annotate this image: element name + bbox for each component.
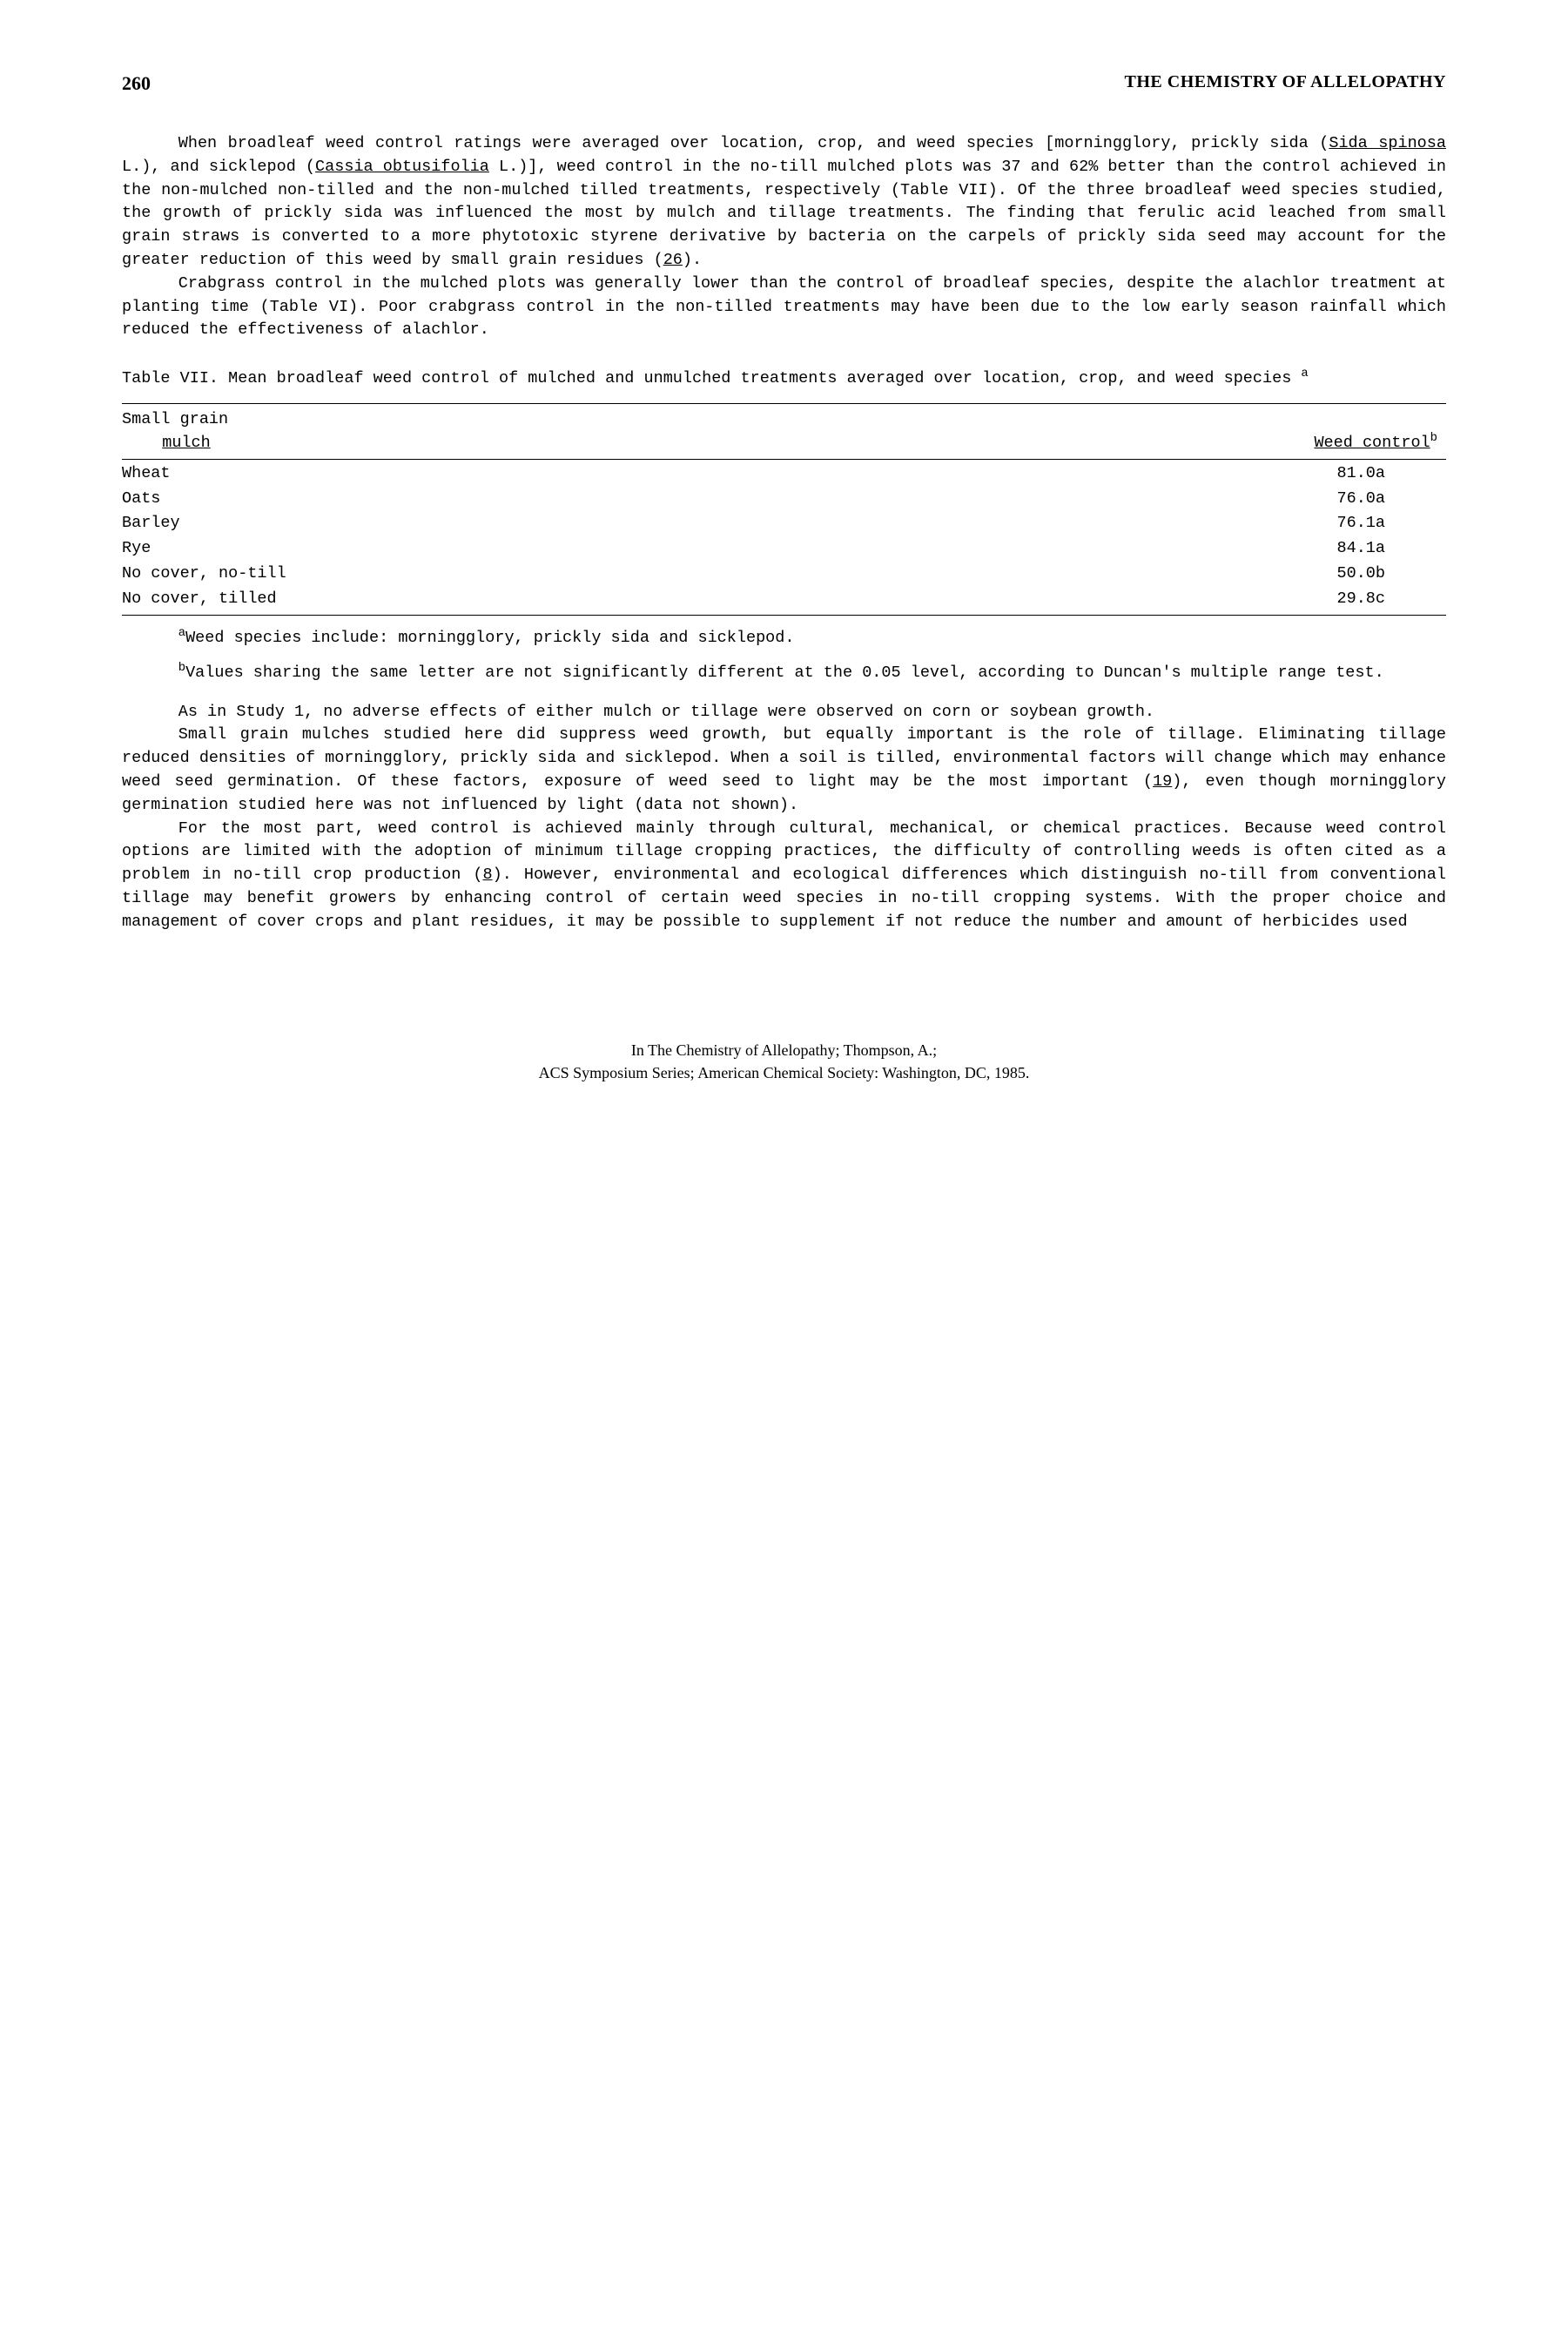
table-title-sup: a bbox=[1301, 367, 1308, 381]
cell-mulch: Wheat bbox=[122, 462, 171, 486]
table-row: No cover, tilled 29.8c bbox=[122, 587, 1446, 612]
page-footer: In The Chemistry of Allelopathy; Thompso… bbox=[122, 1039, 1446, 1084]
footnote-text: Values sharing the same letter are not s… bbox=[185, 664, 1384, 682]
paragraph-4: Small grain mulches studied here did sup… bbox=[122, 724, 1446, 817]
ref-19: 19 bbox=[1153, 772, 1172, 791]
cell-mulch: No cover, tilled bbox=[122, 588, 277, 611]
cell-mulch: Rye bbox=[122, 537, 151, 561]
col-header-control: Weed control bbox=[1314, 434, 1430, 452]
cell-value: 29.8c bbox=[1336, 588, 1446, 611]
cell-value: 84.1a bbox=[1336, 537, 1446, 561]
table-rule-bottom bbox=[122, 615, 1446, 616]
paragraph-2: Crabgrass control in the mulched plots w… bbox=[122, 273, 1446, 342]
table-title-text: Table VII. Mean broadleaf weed control o… bbox=[122, 369, 1301, 387]
table-row: No cover, no-till 50.0b bbox=[122, 562, 1446, 587]
col-header-sup: b bbox=[1430, 431, 1437, 445]
paragraph-1: When broadleaf weed control ratings were… bbox=[122, 132, 1446, 273]
page-header: 260 THE CHEMISTRY OF ALLELOPATHY bbox=[122, 70, 1446, 98]
text: L.), and sicklepod ( bbox=[122, 158, 315, 176]
page-number: 260 bbox=[122, 70, 151, 98]
species-cassia: Cassia obtusifolia bbox=[315, 158, 489, 176]
text: When broadleaf weed control ratings were… bbox=[178, 134, 1329, 152]
book-title: THE CHEMISTRY OF ALLELOPATHY bbox=[1125, 70, 1446, 98]
table-row: Rye 84.1a bbox=[122, 536, 1446, 562]
footnote-sup: b bbox=[178, 661, 185, 675]
table-footnote-b: bValues sharing the same letter are not … bbox=[122, 659, 1446, 685]
paragraph-3: As in Study 1, no adverse effects of eit… bbox=[122, 701, 1446, 724]
col-header-line2: mulch bbox=[122, 432, 211, 455]
table-row: Wheat 81.0a bbox=[122, 461, 1446, 487]
table-col-control: Weed controlb bbox=[1314, 429, 1446, 455]
paragraph-5: For the most part, weed control is achie… bbox=[122, 818, 1446, 934]
cell-mulch: Barley bbox=[122, 512, 180, 536]
table-rule-top bbox=[122, 403, 1446, 404]
cell-value: 76.1a bbox=[1336, 512, 1446, 536]
table-footnote-a: aWeed species include: morningglory, pri… bbox=[122, 624, 1446, 650]
footnote-sup: a bbox=[178, 626, 185, 640]
cell-value: 50.0b bbox=[1336, 562, 1446, 586]
species-sida: Sida spinosa bbox=[1329, 134, 1446, 152]
table-title: Table VII. Mean broadleaf weed control o… bbox=[122, 365, 1446, 391]
ref-8: 8 bbox=[482, 866, 492, 884]
text: ). bbox=[683, 251, 702, 269]
table-row: Barley 76.1a bbox=[122, 511, 1446, 536]
table-vii: Table VII. Mean broadleaf weed control o… bbox=[122, 365, 1446, 684]
footer-line1: In The Chemistry of Allelopathy; Thompso… bbox=[122, 1039, 1446, 1061]
cell-mulch: No cover, no-till bbox=[122, 562, 286, 586]
cell-mulch: Oats bbox=[122, 488, 160, 511]
footer-line2: ACS Symposium Series; American Chemical … bbox=[122, 1061, 1446, 1084]
ref-26: 26 bbox=[663, 251, 683, 269]
cell-value: 81.0a bbox=[1336, 462, 1446, 486]
table-row: Oats 76.0a bbox=[122, 487, 1446, 512]
table-col-mulch: Small grain mulch bbox=[122, 408, 228, 455]
col-header-line1: Small grain bbox=[122, 410, 228, 428]
footnote-text: Weed species include: morningglory, pric… bbox=[185, 629, 794, 647]
table-header: Small grain mulch Weed controlb bbox=[122, 407, 1446, 457]
cell-value: 76.0a bbox=[1336, 488, 1446, 511]
table-rule-mid bbox=[122, 459, 1446, 460]
